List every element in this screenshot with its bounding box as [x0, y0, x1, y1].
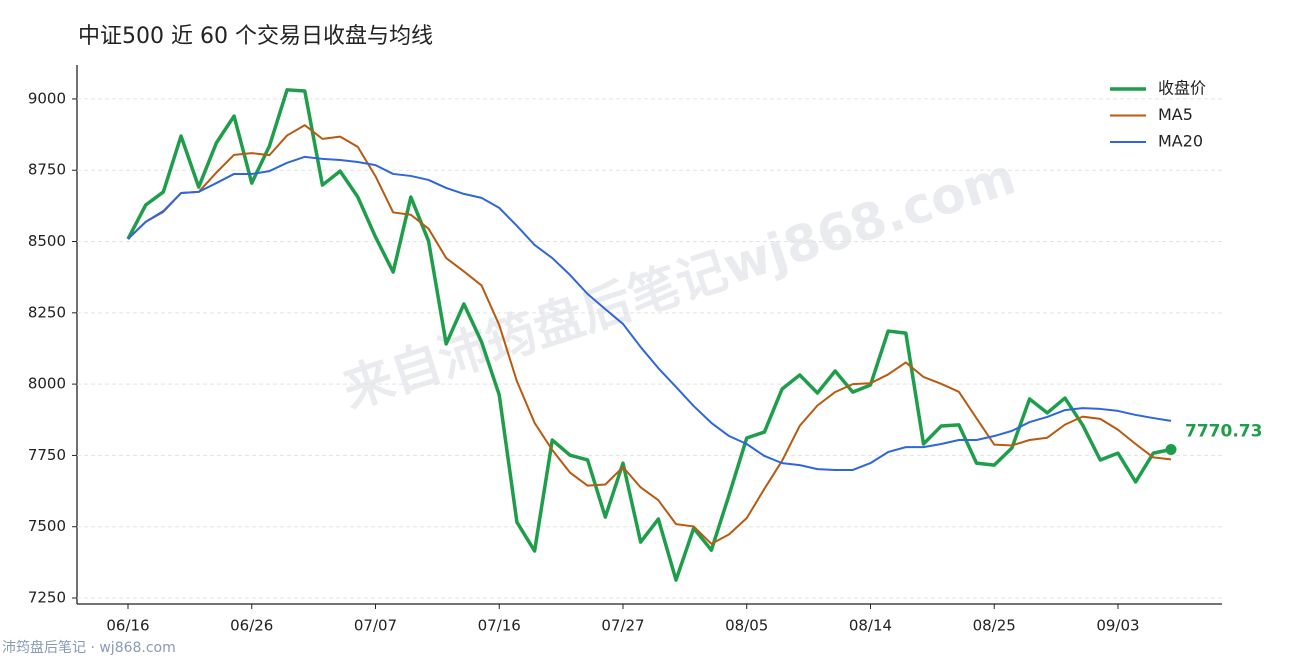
chart-title: 中证500 近 60 个交易日收盘与均线: [78, 24, 433, 49]
x-tick-label: 07/16: [478, 617, 521, 635]
legend-label: MA20: [1158, 132, 1203, 151]
legend-label: MA5: [1158, 105, 1193, 124]
legend-label: 收盘价: [1158, 79, 1206, 98]
x-tick-label: 06/16: [106, 617, 149, 635]
y-tick-label: 7250: [28, 589, 66, 607]
x-tick-label: 06/26: [230, 617, 273, 635]
y-tick-label: 7500: [28, 517, 66, 535]
y-tick-label: 7750: [28, 446, 66, 464]
series-line: [127, 124, 1172, 545]
y-tick-label: 8750: [28, 161, 66, 179]
x-tick-label: 08/14: [849, 617, 892, 635]
x-tick-label: 07/27: [601, 617, 644, 635]
x-tick-label: 08/25: [973, 617, 1016, 635]
series-line: [126, 88, 1172, 582]
y-tick-label: 8500: [28, 232, 66, 250]
x-tick-label: 07/07: [354, 617, 397, 635]
y-tick-label: 8000: [28, 375, 66, 393]
footer: 沛筠盘后笔记 · wj868.com: [2, 639, 176, 656]
value-label: 7770.73: [1185, 422, 1262, 442]
watermark: 来自沛筠盘后笔记wj868.com: [336, 147, 1022, 419]
x-tick-label: 08/05: [725, 617, 768, 635]
y-tick-label: 9000: [28, 89, 66, 107]
y-tick-label: 8250: [28, 303, 66, 321]
end-point: [1165, 444, 1177, 456]
series-line: [127, 155, 1172, 471]
x-tick-label: 09/03: [1096, 617, 1139, 635]
